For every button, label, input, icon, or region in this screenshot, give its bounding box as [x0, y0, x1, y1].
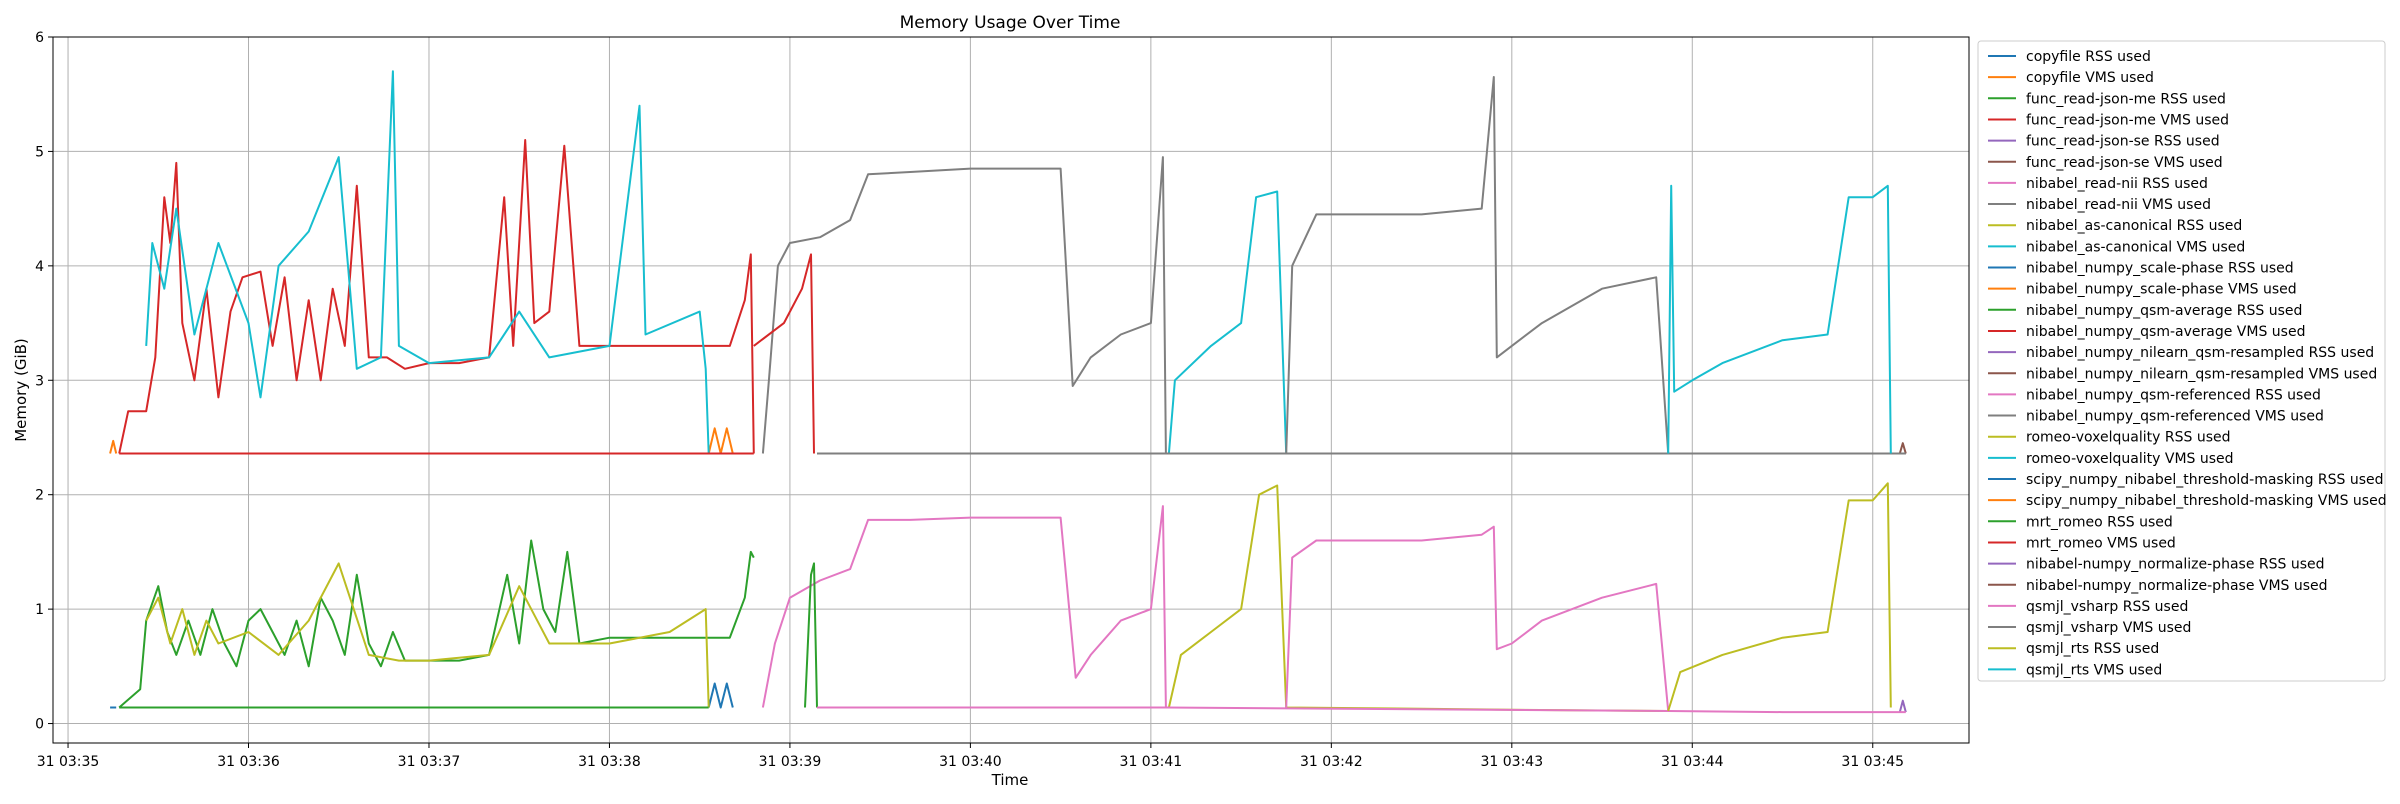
y-tick-label: 1 [35, 602, 44, 618]
y-tick-label: 4 [35, 259, 44, 275]
x-tick-label: 31 03:45 [1841, 754, 1904, 770]
y-tick-label: 2 [35, 488, 44, 504]
y-axis-label: Memory (GiB) [12, 338, 30, 442]
series-line-30 [1667, 184, 1892, 454]
legend-entry: func_read-json-me RSS used [2026, 91, 2226, 107]
x-tick-label: 31 03:36 [217, 754, 280, 770]
series-line-7 [761, 505, 1167, 708]
legend-entry: qsmjl_rts VMS used [2026, 662, 2162, 678]
y-tick-label: 0 [35, 717, 44, 733]
legend-entry: nibabel-numpy_normalize-phase RSS used [2026, 557, 2325, 573]
series-line-15 [1898, 699, 1907, 713]
legend-entry: scipy_numpy_nibabel_threshold-masking VM… [2026, 493, 2387, 509]
legend-entry: func_read-json-se VMS used [2026, 155, 2223, 171]
legend-entry: nibabel_as-canonical RSS used [2026, 218, 2242, 234]
legend: copyfile RSS used copyfile VMS used func_r… [1977, 40, 2387, 682]
x-tick-label: 31 03:41 [1120, 754, 1183, 770]
series-line-11 [707, 682, 734, 709]
legend-entry: nibabel_numpy_nilearn_qsm-resampled VMS … [2026, 366, 2377, 382]
y-tick-label: 3 [35, 373, 44, 389]
chart-title: Memory Usage Over Time [900, 13, 1121, 33]
legend-entry: nibabel_numpy_qsm-referenced VMS used [2026, 409, 2324, 425]
series-line-3 [118, 539, 755, 709]
legend-entry: romeo-voxelquality RSS used [2026, 430, 2231, 446]
legend-entry: nibabel_numpy_scale-phase VMS used [2026, 282, 2297, 298]
legend-entry: mrt_romeo VMS used [2026, 535, 2176, 551]
series-line-14 [753, 253, 815, 454]
legend-entry: nibabel_numpy_scale-phase RSS used [2026, 261, 2294, 277]
legend-frame [1977, 40, 2386, 682]
legend-entry: nibabel_read-nii VMS used [2026, 197, 2211, 213]
legend-entry: copyfile RSS used [2026, 49, 2151, 65]
x-tick-label: 31 03:42 [1300, 754, 1363, 770]
x-tick-label: 31 03:39 [759, 754, 822, 770]
legend-entry: func_read-json-se RSS used [2026, 134, 2220, 150]
x-axis-label: Time [991, 771, 1029, 789]
x-tick-label: 31 03:38 [578, 754, 641, 770]
x-tick-label: 31 03:35 [37, 754, 100, 770]
x-tick-label: 31 03:43 [1480, 754, 1543, 770]
legend-entry: nibabel_numpy_nilearn_qsm-resampled RSS … [2026, 345, 2374, 361]
legend-entry: qsmjl_rts RSS used [2026, 641, 2159, 657]
legend-entry: scipy_numpy_nibabel_threshold-masking RS… [2026, 472, 2384, 488]
legend-entry: nibabel_numpy_qsm-referenced RSS used [2026, 387, 2321, 403]
series-line-16 [1898, 442, 1907, 454]
series-line-20 [145, 70, 710, 454]
series-line-18 [1285, 76, 1670, 454]
series-line-27 [817, 706, 1906, 714]
y-tick-label: 5 [35, 144, 44, 160]
legend-entry: nibabel_numpy_qsm-average VMS used [2026, 324, 2305, 340]
legend-entry: romeo-voxelquality VMS used [2026, 451, 2234, 467]
plot-border [52, 36, 1970, 744]
legend-entry: nibabel_numpy_qsm-average RSS used [2026, 303, 2302, 319]
legend-entry: nibabel_read-nii RSS used [2026, 176, 2208, 192]
series-line-29 [1667, 482, 1892, 712]
legend-entry: nibabel_as-canonical VMS used [2026, 239, 2245, 255]
x-axis-ticks: 31 03:35 31 03:36 31 03:37 31 03:38 31 03:39… [37, 743, 1904, 770]
legend-entry: qsmjl_vsharp VMS used [2026, 620, 2191, 636]
y-tick-label: 6 [35, 30, 44, 46]
series-line-17 [1285, 525, 1670, 712]
y-axis-ticks: 0 1 2 3 4 5 6 [35, 30, 53, 733]
series-lines [109, 70, 1907, 714]
legend-entry: qsmjl_vsharp RSS used [2026, 599, 2188, 615]
x-tick-label: 31 03:44 [1661, 754, 1724, 770]
series-line-8 [761, 156, 1167, 454]
legend-entry: func_read-json-me VMS used [2026, 112, 2229, 128]
series-line-19 [145, 562, 710, 708]
x-tick-label: 31 03:37 [398, 754, 461, 770]
x-tick-label: 31 03:40 [939, 754, 1002, 770]
legend-entry: mrt_romeo RSS used [2026, 514, 2173, 530]
series-line-2 [109, 439, 118, 454]
series-line-13 [804, 562, 818, 708]
legend-entry: nibabel-numpy_normalize-phase VMS used [2026, 578, 2328, 594]
legend-entry: copyfile VMS used [2026, 70, 2154, 86]
plot-area [53, 37, 1969, 743]
